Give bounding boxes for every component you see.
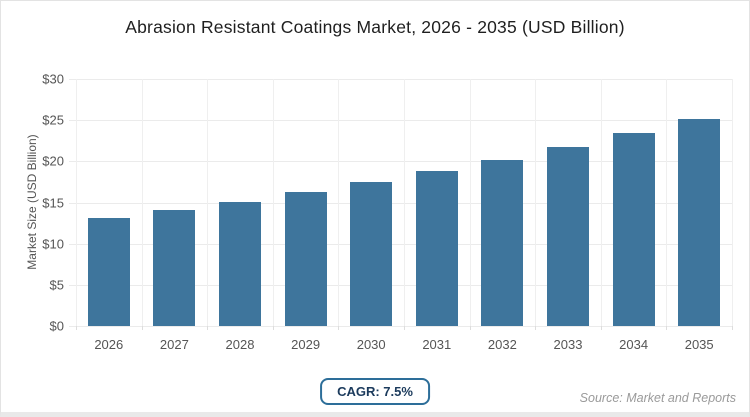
bar-2035 <box>678 119 721 326</box>
gridline-v <box>272 79 274 326</box>
x-tick-label-2034: 2034 <box>619 337 649 352</box>
gridline-h <box>69 243 732 245</box>
bar-2029 <box>284 191 327 326</box>
gridline-v <box>76 79 77 326</box>
gridline-v <box>732 79 733 326</box>
gridline-v <box>666 79 668 326</box>
x-axis-tick <box>338 326 340 330</box>
bar-2034 <box>612 133 655 326</box>
x-tick-label-2035: 2035 <box>684 337 714 352</box>
x-tick-label-2028: 2028 <box>225 337 255 352</box>
x-axis-tick <box>404 326 405 330</box>
gridline-h <box>69 120 732 122</box>
gridline-v <box>141 79 143 326</box>
x-tick-label-2032: 2032 <box>487 337 517 352</box>
gridline-v <box>600 79 602 326</box>
plot-area <box>69 79 733 330</box>
x-axis-tick <box>207 326 209 330</box>
gridline-h <box>69 79 732 80</box>
gridline-h <box>69 202 732 204</box>
gridline-v <box>207 79 209 326</box>
x-tick-label-2030: 2030 <box>356 337 386 352</box>
x-axis-tick <box>535 326 537 330</box>
y-tick-label: $20 <box>42 153 64 169</box>
x-axis-tick <box>469 326 471 330</box>
bar-2033 <box>547 147 589 326</box>
gridline-v <box>469 79 471 326</box>
x-axis-tick <box>600 326 602 330</box>
chart-title: Abrasion Resistant Coatings Market, 2026… <box>125 17 625 37</box>
gridline-h <box>69 326 732 327</box>
bar-2030 <box>350 181 393 326</box>
y-tick-label: $10 <box>42 236 64 252</box>
x-tick-label-2027: 2027 <box>159 337 189 352</box>
gridline-h <box>69 161 732 163</box>
bar-2028 <box>219 201 261 326</box>
y-tick-label: $0 <box>49 318 64 334</box>
bar-2026 <box>87 218 130 326</box>
gridline-v <box>535 79 537 326</box>
x-axis-tick <box>666 326 668 330</box>
x-tick-label-2031: 2031 <box>422 337 452 352</box>
bar-2027 <box>153 209 196 326</box>
gridline-v <box>338 79 340 326</box>
x-tick-label-2026: 2026 <box>94 337 124 352</box>
source-note: Source: Market and Reports <box>579 391 736 405</box>
x-axis-tick <box>732 326 733 330</box>
y-tick-label: $15 <box>42 195 64 210</box>
bar-2031 <box>415 171 458 326</box>
gridline-v <box>404 79 405 326</box>
x-axis-tick <box>272 326 274 330</box>
y-tick-label: $25 <box>42 112 64 128</box>
x-axis-tick <box>141 326 143 330</box>
x-axis-tick <box>76 326 77 330</box>
x-tick-label-2029: 2029 <box>291 337 321 352</box>
gridline-h <box>69 284 732 286</box>
cagr-badge: CAGR: 7.5% <box>320 378 430 405</box>
y-tick-label: $5 <box>49 277 64 293</box>
bar-2032 <box>481 159 524 326</box>
y-tick-label: $30 <box>42 71 64 87</box>
x-tick-label-2033: 2033 <box>553 337 583 352</box>
